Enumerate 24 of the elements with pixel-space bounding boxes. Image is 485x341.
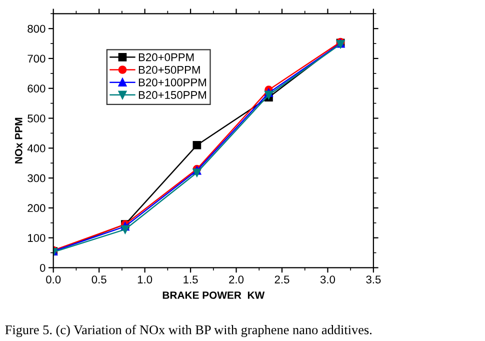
caption: Figure 5. (c) Variation of NOx with BP with graphene nano additives. — [5, 324, 372, 338]
x-tick-label: 3.0 — [320, 276, 336, 284]
x-tick-label: 1.0 — [138, 276, 152, 284]
y-tick-label: 700 — [28, 54, 46, 63]
x-tick-label: 0.0 — [46, 276, 61, 284]
x-tick-label: 0.5 — [92, 276, 106, 284]
y-tick-label: 0 — [40, 264, 46, 272]
x-tick-label: 2.5 — [274, 276, 290, 284]
y-tick-label: 800 — [28, 24, 46, 33]
x-tick-label: 3.5 — [366, 276, 381, 284]
x-tick-label: 1.5 — [184, 276, 198, 284]
y-tick-label: 600 — [28, 84, 46, 92]
y-tick-label: 400 — [27, 144, 46, 152]
y-tick-label: 500 — [28, 114, 46, 122]
y-tick-label: 300 — [28, 174, 46, 182]
y-tick-label: 200 — [28, 204, 46, 212]
legend-label: B20+0PPM — [138, 53, 194, 62]
y-axis-title: NOx PPM — [14, 118, 22, 164]
legend-label: B20+150PPM — [138, 91, 206, 99]
y-tick-label: 100 — [28, 234, 46, 242]
x-tick-label: 2.0 — [229, 276, 244, 284]
legend-label: B20+100PPM — [138, 78, 206, 86]
x-axis-title: BRAKE POWER KW — [162, 292, 265, 299]
legend-label: B20+50PPM — [138, 66, 200, 74]
